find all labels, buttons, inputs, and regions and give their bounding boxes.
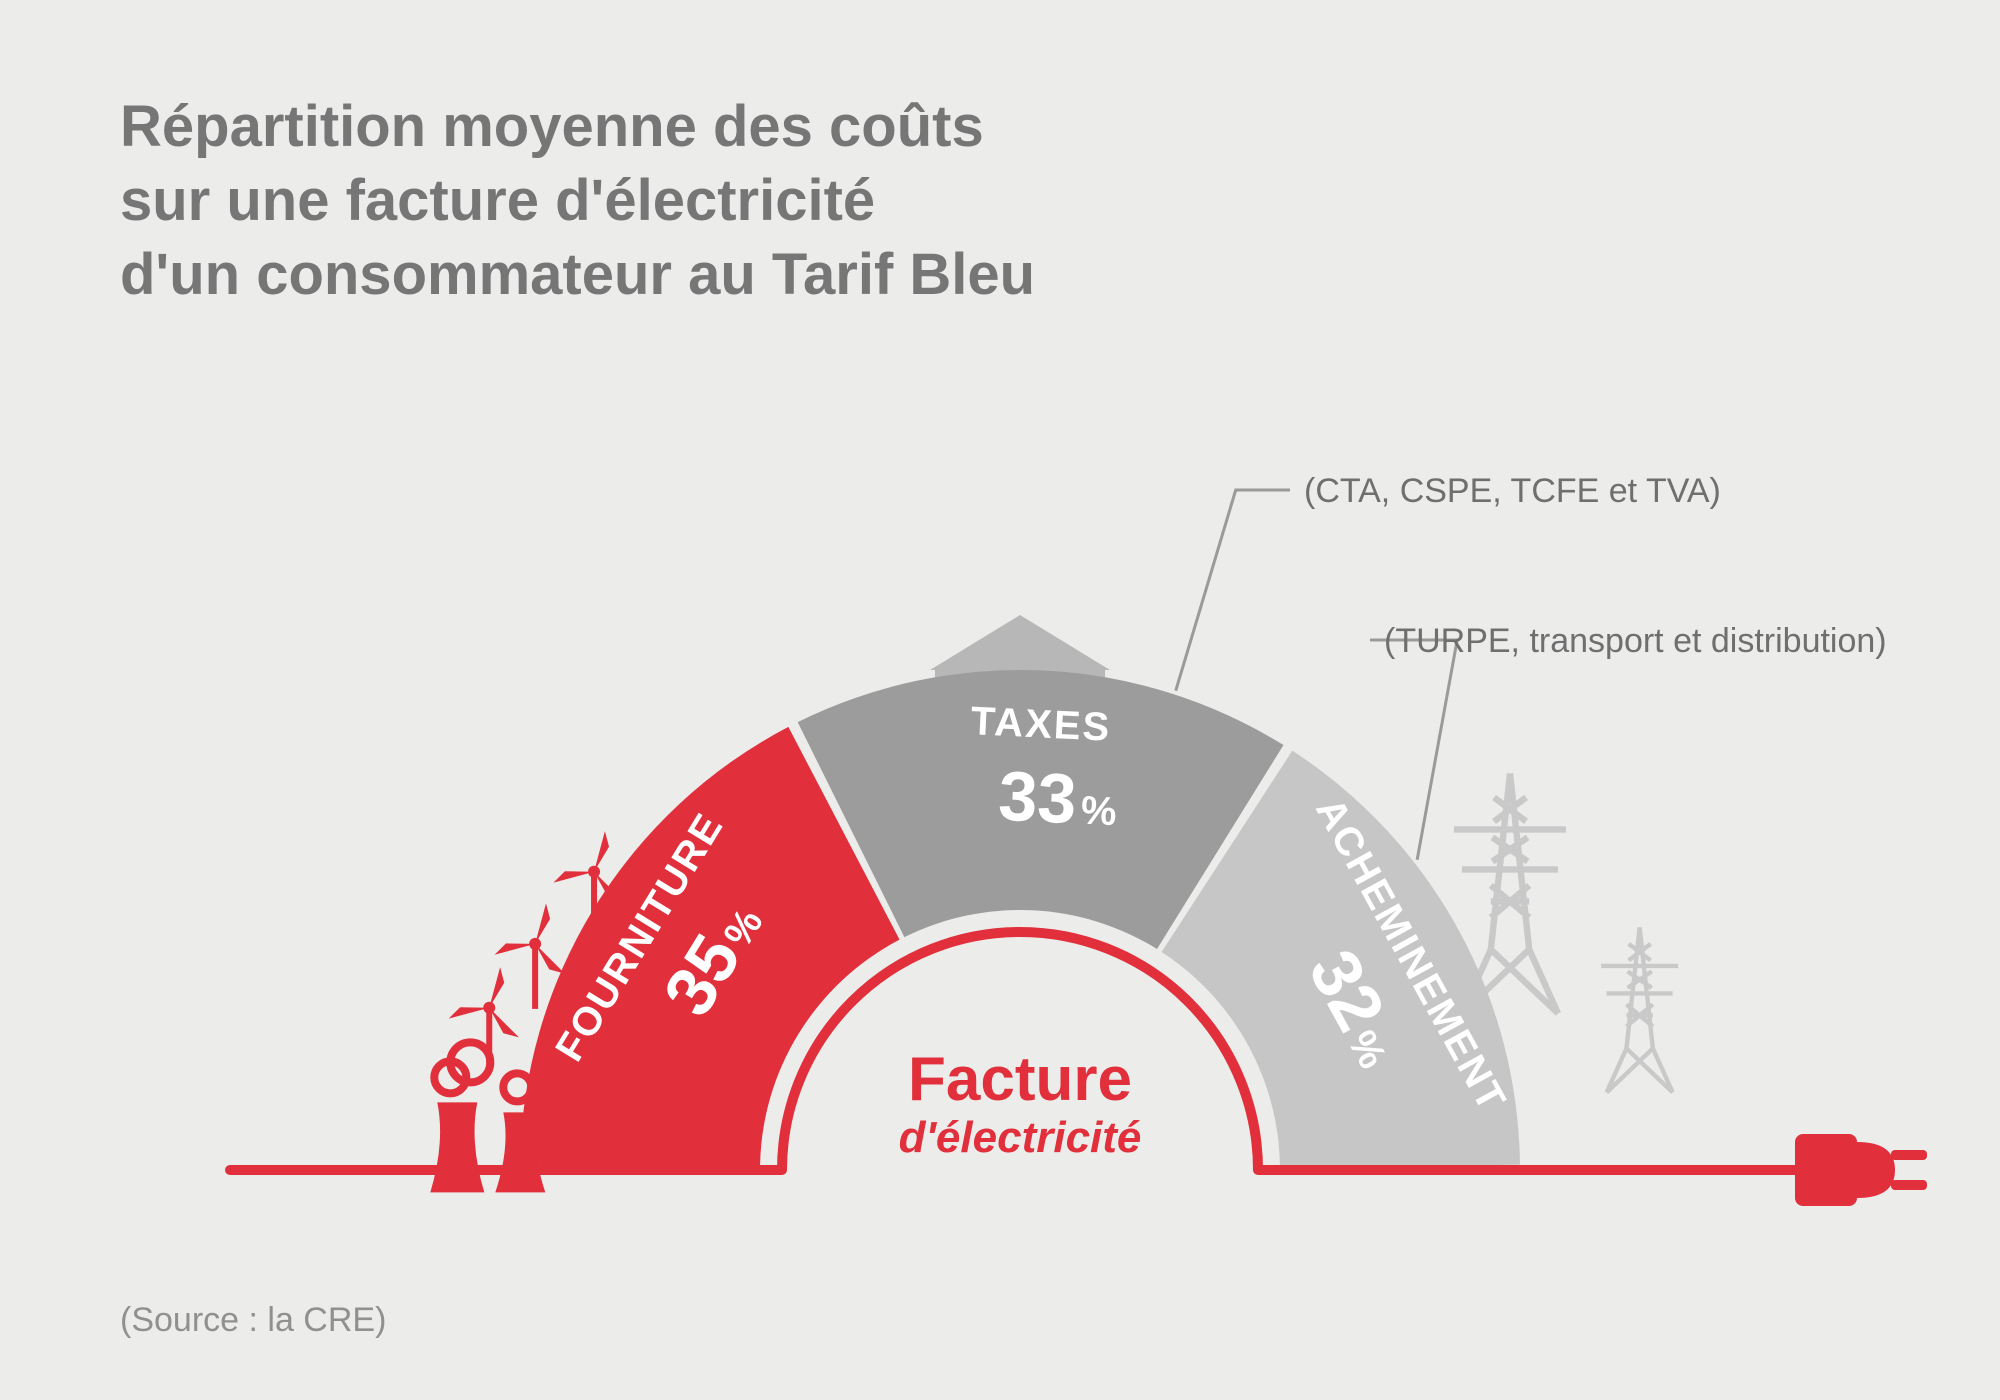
svg-text:TAXES: TAXES bbox=[970, 699, 1112, 750]
center-label-1: Facture bbox=[908, 1045, 1132, 1114]
leader-taxes bbox=[1176, 490, 1290, 691]
cost-breakdown-chart: FOURNITURE35%TAXES33%ACHEMINEMENT32%Fact… bbox=[0, 0, 2000, 1400]
svg-text:%: % bbox=[1080, 788, 1118, 834]
annotation-taxes: (CTA, CSPE, TCFE et TVA) bbox=[1304, 472, 1721, 510]
center-label-2: d'électricité bbox=[899, 1113, 1142, 1162]
annotation-acheminement: (TURPE, transport et distribution) bbox=[1384, 622, 1887, 660]
plug-icon bbox=[1795, 1134, 1927, 1206]
svg-text:33: 33 bbox=[997, 757, 1078, 839]
